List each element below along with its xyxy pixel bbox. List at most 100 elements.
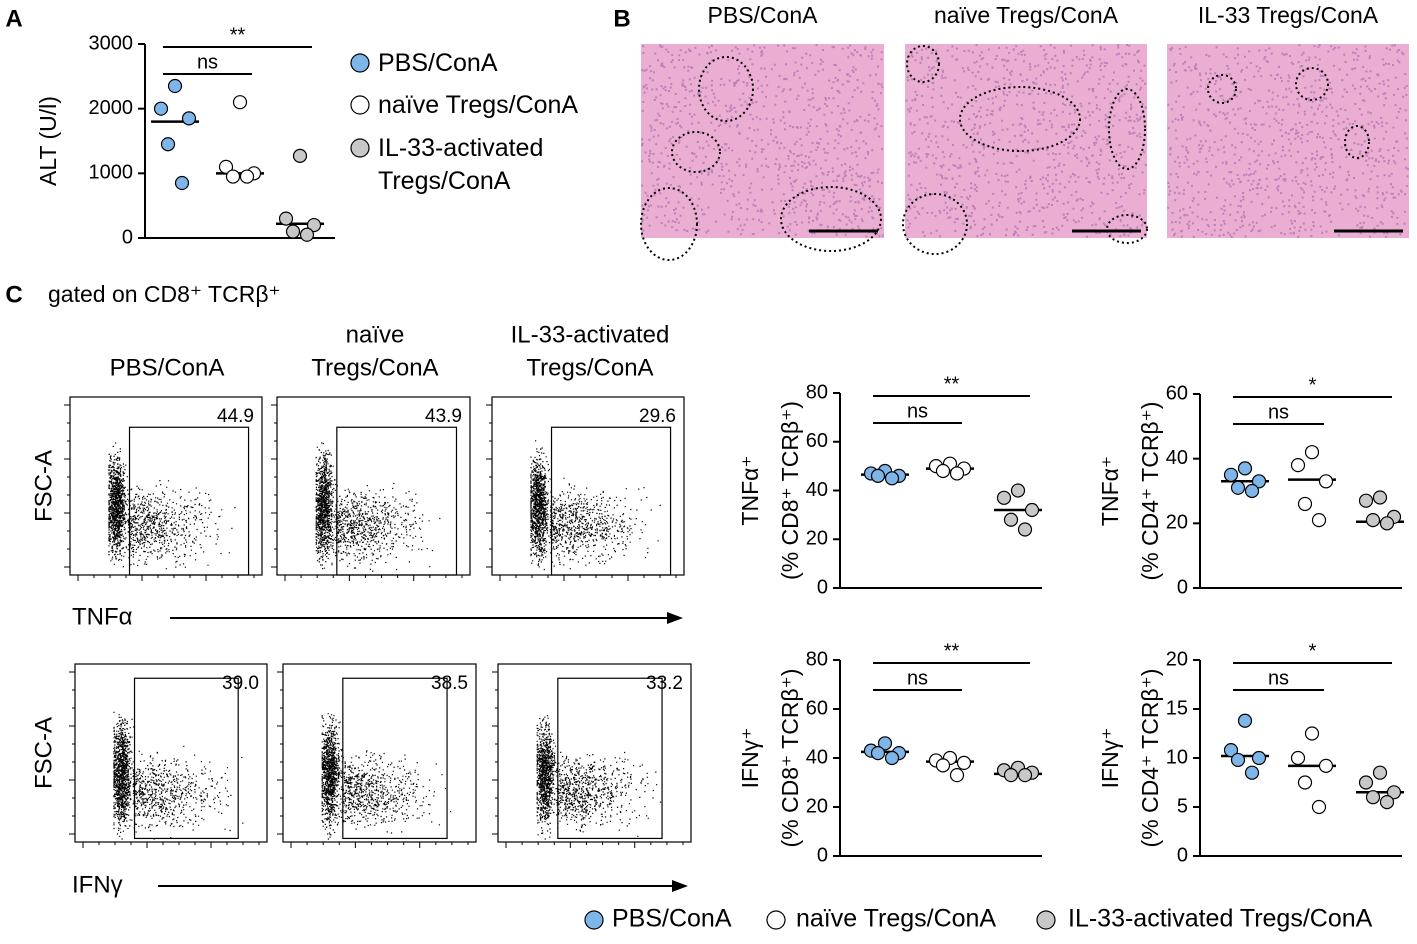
column-header: naïve — [346, 321, 405, 348]
legend-symbol — [584, 910, 604, 930]
histology-texture — [641, 44, 884, 238]
y-axis-label: FSC-A — [30, 717, 57, 789]
arrow-head — [667, 612, 683, 624]
significance-label: ** — [230, 24, 246, 46]
lesion-outline — [698, 56, 754, 122]
data-point — [278, 211, 294, 226]
data-point — [1251, 750, 1267, 766]
y-tick-label: 20 — [806, 795, 828, 817]
data-point — [1237, 713, 1253, 728]
lesion-outline — [1207, 74, 1237, 104]
data-point — [884, 750, 900, 766]
data-point — [1003, 768, 1019, 783]
data-point — [1237, 461, 1253, 476]
data-point — [1017, 522, 1033, 537]
column-header: Tregs/ConA — [526, 354, 653, 381]
gate-percent: 43.9 — [425, 406, 462, 427]
gate — [557, 677, 663, 840]
data-point — [299, 227, 315, 242]
y-tick-label: 0 — [817, 844, 828, 866]
significance-label: ns — [907, 400, 928, 422]
data-point — [1251, 474, 1267, 489]
legend-label: naïve Tregs/ConA — [378, 91, 579, 119]
image-title: PBS/ConA — [708, 2, 819, 28]
significance-label: ns — [197, 51, 218, 73]
data-point — [884, 471, 900, 486]
y-tick-label: 3000 — [89, 32, 134, 54]
significance-label: ** — [944, 640, 960, 662]
y-tick-label: 40 — [806, 479, 828, 501]
data-point — [1318, 758, 1334, 773]
flow-plot-frame — [497, 663, 692, 843]
data-point — [1372, 490, 1388, 505]
data-point — [1017, 768, 1033, 783]
y-tick-label: 40 — [806, 746, 828, 768]
histology-image — [1167, 44, 1409, 238]
y-axis-label: (% CD4⁺ TCRβ⁺) — [1137, 402, 1163, 581]
data-point — [1003, 512, 1019, 527]
legend-label: IL-33-activated Tregs/ConA — [1068, 905, 1373, 933]
significance-label: ns — [1268, 401, 1289, 423]
flow-events — [108, 442, 236, 570]
arrow-head — [672, 880, 688, 892]
data-point — [870, 745, 886, 761]
flow-events — [536, 715, 662, 840]
x-axis-label: IFNγ — [72, 871, 123, 898]
significance-label: ns — [1268, 667, 1289, 689]
data-point — [1311, 799, 1327, 815]
data-point — [1010, 483, 1026, 498]
data-point — [167, 78, 183, 94]
flow-events — [530, 440, 661, 571]
legend-symbol — [350, 138, 370, 158]
gating-label: gated on CD8⁺ TCRβ⁺ — [48, 281, 281, 307]
data-point — [935, 758, 951, 773]
y-tick-label: 80 — [806, 381, 828, 403]
data-point — [1230, 752, 1246, 768]
legend-symbol — [350, 53, 370, 73]
data-point — [1386, 785, 1402, 800]
data-point — [218, 159, 234, 174]
data-point — [1223, 743, 1239, 758]
gate-percent: 33.2 — [646, 673, 683, 694]
legend-label: IL-33-activated Tregs/ConA — [378, 134, 544, 195]
y-tick-label: 10 — [1166, 746, 1188, 768]
y-tick-label: 20 — [806, 528, 828, 550]
data-point — [1358, 775, 1374, 790]
lesion-outline — [1344, 125, 1370, 159]
y-tick-label: 0 — [817, 576, 828, 598]
panel-label: B — [613, 5, 630, 32]
legend-symbol — [766, 910, 786, 930]
image-title: IL-33 Tregs/ConA — [1198, 2, 1379, 28]
y-tick-label: 60 — [806, 430, 828, 452]
data-point — [1230, 480, 1246, 495]
data-point — [1311, 512, 1327, 528]
y-tick-label: 0 — [1177, 844, 1188, 866]
flow-events — [321, 713, 452, 840]
y-tick-label: 40 — [1166, 447, 1188, 469]
legend-label: naïve Tregs/ConA — [796, 905, 996, 933]
legend-symbol — [1036, 910, 1056, 930]
gate-percent: 38.5 — [431, 673, 468, 694]
flow-plot-frame — [282, 663, 477, 843]
x-axis-label: TNFα — [72, 603, 133, 630]
data-point — [1358, 493, 1374, 508]
lesion-outline — [1295, 67, 1329, 101]
data-point — [1290, 458, 1306, 473]
data-point — [1372, 765, 1388, 780]
flow-plot-frame — [74, 663, 268, 843]
gate — [550, 426, 672, 576]
image-title: naïve Tregs/ConA — [934, 2, 1119, 28]
lesion-outline — [1106, 214, 1148, 244]
y-axis-label: IFNγ⁺ — [737, 728, 763, 789]
gate — [336, 426, 458, 576]
column-header: Tregs/ConA — [311, 354, 438, 381]
data-point — [949, 768, 965, 783]
data-point — [285, 224, 301, 239]
data-point — [1297, 496, 1313, 512]
column-header: IL-33-activated — [511, 321, 670, 348]
data-point — [1290, 750, 1306, 766]
y-tick-label: 20 — [1166, 512, 1188, 534]
lesion-outline — [780, 186, 882, 252]
